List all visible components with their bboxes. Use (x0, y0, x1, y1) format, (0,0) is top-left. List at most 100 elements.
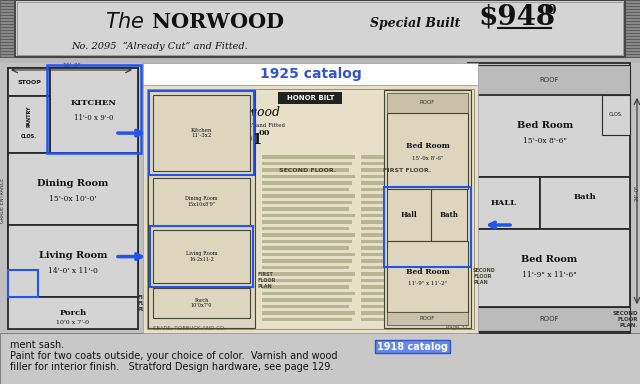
Text: ment sash.: ment sash. (10, 340, 64, 350)
Bar (384, 90, 471, 328)
Text: ROOF: ROOF (540, 316, 559, 322)
Bar (468, 95, 630, 177)
Text: Hall: Hall (401, 211, 417, 219)
Bar (361, 207, 448, 210)
Bar (262, 162, 352, 165)
Bar (8, 225, 138, 297)
Text: No. 2095 "Already Cut" and Fitted: No. 2095 "Already Cut" and Fitted (189, 122, 285, 127)
Text: HALL: HALL (491, 199, 517, 207)
Bar (262, 168, 349, 172)
Bar (387, 93, 468, 113)
Bar (0, 0, 15, 57)
Bar (468, 177, 540, 229)
Bar (262, 285, 349, 288)
Bar (468, 63, 630, 333)
Bar (361, 311, 446, 314)
Bar (262, 187, 349, 191)
Bar (8, 96, 50, 153)
Text: SECOND FLOOR.: SECOND FLOOR. (280, 167, 337, 172)
Bar (8, 153, 138, 225)
Text: 11'-0 x 9'-0: 11'-0 x 9'-0 (74, 114, 114, 122)
Bar (17, 2, 623, 55)
Bar (262, 174, 355, 178)
Text: 00: 00 (540, 5, 557, 18)
Bar (602, 95, 630, 135)
Bar (262, 305, 349, 308)
Text: $1,591: $1,591 (210, 132, 264, 146)
Text: KITCHEN: KITCHEN (71, 99, 117, 107)
Text: FIRST FLOOR.: FIRST FLOOR. (383, 167, 431, 172)
Bar (153, 178, 250, 226)
Bar (361, 298, 450, 301)
Bar (361, 272, 448, 275)
Bar (153, 288, 250, 318)
Text: FIRST
FLOOR
PLAN: FIRST FLOOR PLAN (257, 272, 275, 289)
Bar (361, 318, 454, 321)
Text: 10'0 x 7'-0: 10'0 x 7'-0 (56, 321, 90, 326)
Bar (468, 65, 630, 95)
Bar (47, 65, 141, 153)
Bar (262, 207, 349, 210)
Bar (262, 259, 352, 263)
Bar (153, 95, 250, 171)
Bar (149, 91, 254, 175)
Bar (143, 85, 478, 333)
Text: Living Room: Living Room (39, 250, 108, 260)
Bar (148, 90, 255, 328)
Text: SEARS, ROEBUCK AND CO.: SEARS, ROEBUCK AND CO. (153, 326, 226, 331)
Bar (0, 63, 145, 333)
Bar (361, 305, 448, 308)
Bar (262, 240, 352, 243)
Text: $948: $948 (479, 3, 556, 30)
Bar (153, 230, 250, 283)
Text: Bed Room: Bed Room (406, 268, 449, 275)
Bar (361, 253, 454, 256)
Bar (361, 227, 452, 230)
Bar (431, 189, 467, 241)
Text: Living Room
16-2x11-2: Living Room 16-2x11-2 (186, 251, 217, 262)
Text: Bed Room: Bed Room (517, 121, 573, 129)
Bar (361, 259, 452, 263)
Bar (262, 155, 355, 159)
Bar (8, 68, 50, 96)
Bar (361, 246, 446, 250)
Bar (361, 187, 454, 191)
Bar (361, 200, 450, 204)
Text: Bed Room: Bed Room (521, 255, 577, 263)
Text: 11'-9" x 11'-2": 11'-9" x 11'-2" (408, 281, 447, 286)
Text: ROOF: ROOF (420, 101, 435, 106)
Bar (361, 181, 446, 184)
Text: SECOND
FLOOR
PLAN.: SECOND FLOOR PLAN. (612, 311, 638, 328)
Bar (8, 270, 38, 297)
Text: Dining Room: Dining Room (37, 179, 109, 187)
Bar (361, 233, 450, 237)
Text: Special Built: Special Built (370, 18, 460, 30)
Text: Bath: Bath (440, 211, 458, 219)
Bar (625, 0, 640, 57)
Bar (262, 318, 352, 321)
Text: CLOS.: CLOS. (609, 113, 623, 118)
Bar (278, 92, 342, 104)
Text: 24'-0": 24'-0" (635, 185, 640, 201)
Bar (262, 278, 352, 282)
Bar (8, 68, 138, 288)
Bar (387, 113, 468, 189)
Text: STOOP: STOOP (17, 79, 41, 84)
Bar (540, 177, 630, 229)
Bar (262, 194, 355, 197)
Text: filler for interior finish.   Stratford Design hardware, see page 129.: filler for interior finish. Stratford De… (10, 362, 333, 372)
Text: 00: 00 (259, 129, 271, 137)
Text: 15'-0x 8'-6": 15'-0x 8'-6" (412, 156, 443, 161)
Bar (262, 311, 355, 314)
Text: HONOR BILT: HONOR BILT (287, 95, 334, 101)
Text: CLOS.: CLOS. (21, 134, 37, 139)
Bar (361, 168, 450, 172)
Bar (262, 200, 352, 204)
Bar (361, 265, 450, 269)
Text: Bed Room: Bed Room (406, 142, 449, 150)
Bar (8, 297, 138, 329)
Bar (262, 233, 355, 237)
Text: No. 2095  “Already Cut” and Fitted.: No. 2095 “Already Cut” and Fitted. (72, 41, 248, 51)
Text: 1925 catalog: 1925 catalog (260, 67, 362, 81)
Bar (50, 68, 138, 153)
